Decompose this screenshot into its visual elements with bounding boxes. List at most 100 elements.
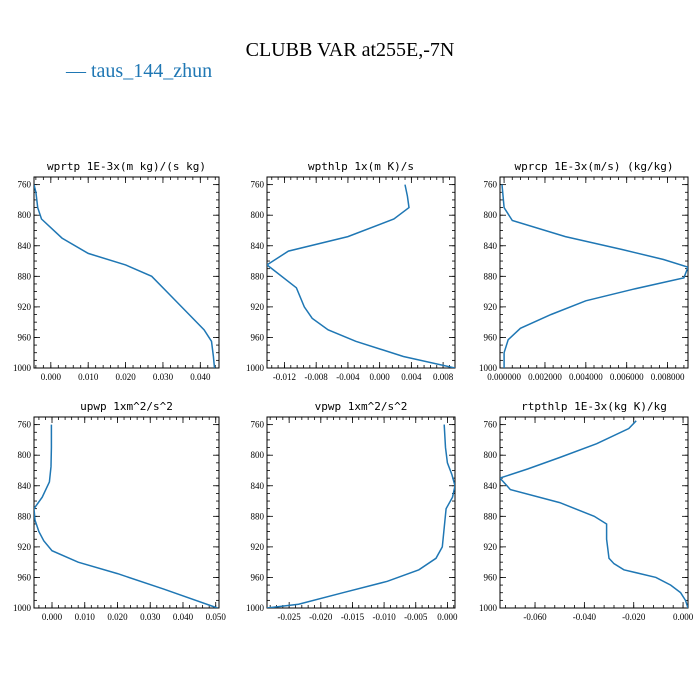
series-line: [267, 184, 455, 368]
x-tick-label: -0.012: [273, 372, 296, 382]
x-tick-label: 0.040: [190, 372, 211, 382]
subplot-title: wpthlp 1x(m K)/s: [308, 160, 414, 173]
y-tick-label: 840: [18, 241, 32, 251]
series-line: [501, 184, 688, 368]
subplot: upwp 1xm^2/s^2 760 800 840 880 920 960 1000 0.00…: [13, 400, 226, 622]
y-tick-label: 760: [18, 180, 32, 190]
y-tick-label: 920: [18, 302, 32, 312]
x-tick-label: 0.030: [140, 612, 161, 622]
y-tick-label: 880: [251, 511, 265, 521]
y-tick-label: 920: [484, 302, 498, 312]
x-tick-label: 0.000000: [487, 372, 521, 382]
x-tick-label: -0.005: [404, 612, 428, 622]
y-tick-label: 880: [18, 271, 32, 281]
x-tick-label: 0.050: [206, 612, 227, 622]
x-tick-label: 0.040: [173, 612, 194, 622]
y-tick-label: 760: [251, 420, 265, 430]
y-tick-label: 760: [484, 420, 498, 430]
y-tick-label: 800: [484, 450, 498, 460]
y-tick-label: 880: [18, 511, 32, 521]
series-line: [267, 424, 455, 608]
y-tick-label: 800: [18, 210, 32, 220]
y-tick-label: 960: [18, 572, 32, 582]
y-tick-label: 840: [484, 481, 498, 491]
x-tick-label: 0.010: [78, 372, 99, 382]
y-tick-label: 840: [484, 241, 498, 251]
legend-entry: — taus_144_zhun: [65, 60, 212, 82]
x-tick-label: 0.002000: [528, 372, 562, 382]
y-tick-label: 800: [251, 210, 265, 220]
series-line: [500, 420, 688, 608]
x-tick-label: 0.008000: [651, 372, 685, 382]
plot-frame: [499, 176, 689, 369]
x-tick-label: -0.060: [523, 612, 547, 622]
x-tick-label: -0.004: [336, 372, 360, 382]
figure-title: CLUBB VAR at255E,-7N: [246, 39, 455, 61]
x-tick-label: 0.030: [153, 372, 174, 382]
y-tick-label: 1000: [479, 603, 498, 613]
subplot: wprcp 1E-3x(m/s) (kg/kg) 760 800 840 880 920 9…: [479, 160, 689, 382]
x-tick-label: -0.040: [573, 612, 597, 622]
subplot-title: wprcp 1E-3x(m/s) (kg/kg): [515, 160, 674, 173]
y-tick-label: 1000: [13, 603, 32, 613]
y-tick-label: 800: [18, 450, 32, 460]
series-line: [34, 424, 218, 608]
y-tick-label: 840: [18, 481, 32, 491]
y-tick-label: 1000: [13, 363, 32, 373]
y-tick-label: 880: [251, 271, 265, 281]
x-tick-label: -0.010: [372, 612, 396, 622]
subplot: wprtp 1E-3x(m kg)/(s kg) 760 800 840 880 920 9…: [13, 160, 220, 382]
subplot-title: upwp 1xm^2/s^2: [80, 400, 173, 413]
x-tick-label: -0.008: [305, 372, 329, 382]
y-tick-label: 920: [251, 542, 265, 552]
x-tick-label: 0.000: [370, 372, 391, 382]
y-tick-label: 1000: [246, 603, 265, 613]
y-tick-label: 880: [484, 271, 498, 281]
x-tick-label: 0.008: [433, 372, 454, 382]
x-tick-label: -0.020: [309, 612, 333, 622]
subplot: wpthlp 1x(m K)/s 760 800 840 880 920 960 1000 -0…: [246, 160, 456, 382]
y-tick-label: 800: [484, 210, 498, 220]
y-tick-label: 920: [18, 542, 32, 552]
x-tick-label: 0.000: [42, 612, 63, 622]
y-tick-label: 920: [251, 302, 265, 312]
x-tick-label: 0.020: [115, 372, 136, 382]
x-tick-label: -0.025: [278, 612, 302, 622]
subplot-title: rtpthlp 1E-3x(kg K)/kg: [521, 400, 667, 413]
y-tick-label: 800: [251, 450, 265, 460]
x-tick-label: 0.006000: [610, 372, 644, 382]
y-tick-label: 1000: [479, 363, 498, 373]
y-tick-label: 760: [18, 420, 32, 430]
x-tick-label: 0.000: [437, 612, 458, 622]
subplot-title: wprtp 1E-3x(m kg)/(s kg): [47, 160, 206, 173]
x-tick-label: -0.015: [341, 612, 365, 622]
y-tick-label: 960: [251, 332, 265, 342]
plot-frame: [33, 176, 220, 369]
subplot-title: vpwp 1xm^2/s^2: [315, 400, 408, 413]
subplot: rtpthlp 1E-3x(kg K)/kg 760 800 840 880 920 960…: [479, 400, 694, 622]
y-tick-label: 960: [18, 332, 32, 342]
y-tick-label: 880: [484, 511, 498, 521]
subplot: vpwp 1xm^2/s^2 760 800 840 880 920 960 1000 -0.0…: [246, 400, 458, 622]
series-line: [34, 184, 216, 368]
y-tick-label: 960: [484, 332, 498, 342]
x-tick-label: 0.020: [107, 612, 128, 622]
y-tick-label: 960: [484, 572, 498, 582]
y-tick-label: 920: [484, 542, 498, 552]
y-tick-label: 1000: [246, 363, 265, 373]
y-tick-label: 840: [251, 481, 265, 491]
subplot-grid: wprtp 1E-3x(m kg)/(s kg) 760 800 840 880 920 9…: [13, 160, 694, 622]
x-tick-label: 0.000: [41, 372, 62, 382]
y-tick-label: 840: [251, 241, 265, 251]
x-tick-label: 0.000: [673, 612, 694, 622]
y-tick-label: 960: [251, 572, 265, 582]
plot-frame: [266, 416, 456, 609]
plot-frame: [266, 176, 456, 369]
x-tick-label: 0.004000: [569, 372, 603, 382]
y-tick-label: 760: [251, 180, 265, 190]
x-tick-label: 0.004: [401, 372, 422, 382]
plot-frame: [33, 416, 220, 609]
x-tick-label: -0.020: [622, 612, 646, 622]
x-tick-label: 0.010: [75, 612, 96, 622]
